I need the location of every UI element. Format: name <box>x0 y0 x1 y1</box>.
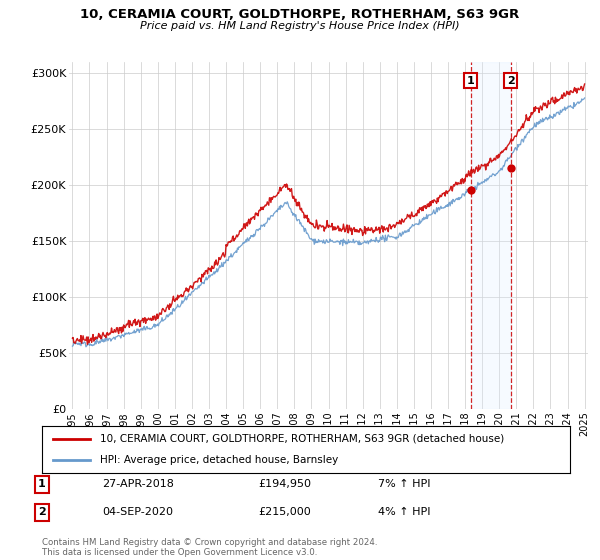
Text: 27-APR-2018: 27-APR-2018 <box>102 479 174 489</box>
Text: 2: 2 <box>38 507 46 517</box>
Text: 7% ↑ HPI: 7% ↑ HPI <box>378 479 431 489</box>
Text: 2: 2 <box>507 76 515 86</box>
Text: Contains HM Land Registry data © Crown copyright and database right 2024.
This d: Contains HM Land Registry data © Crown c… <box>42 538 377 557</box>
Text: 10, CERAMIA COURT, GOLDTHORPE, ROTHERHAM, S63 9GR: 10, CERAMIA COURT, GOLDTHORPE, ROTHERHAM… <box>80 8 520 21</box>
Text: 04-SEP-2020: 04-SEP-2020 <box>102 507 173 517</box>
Text: 1: 1 <box>467 76 475 86</box>
Text: 1: 1 <box>38 479 46 489</box>
Text: 4% ↑ HPI: 4% ↑ HPI <box>378 507 431 517</box>
Text: £215,000: £215,000 <box>258 507 311 517</box>
Text: HPI: Average price, detached house, Barnsley: HPI: Average price, detached house, Barn… <box>100 455 338 465</box>
Bar <box>470 62 511 409</box>
Text: 10, CERAMIA COURT, GOLDTHORPE, ROTHERHAM, S63 9GR (detached house): 10, CERAMIA COURT, GOLDTHORPE, ROTHERHAM… <box>100 434 505 444</box>
Text: £194,950: £194,950 <box>258 479 311 489</box>
Text: Price paid vs. HM Land Registry's House Price Index (HPI): Price paid vs. HM Land Registry's House … <box>140 21 460 31</box>
